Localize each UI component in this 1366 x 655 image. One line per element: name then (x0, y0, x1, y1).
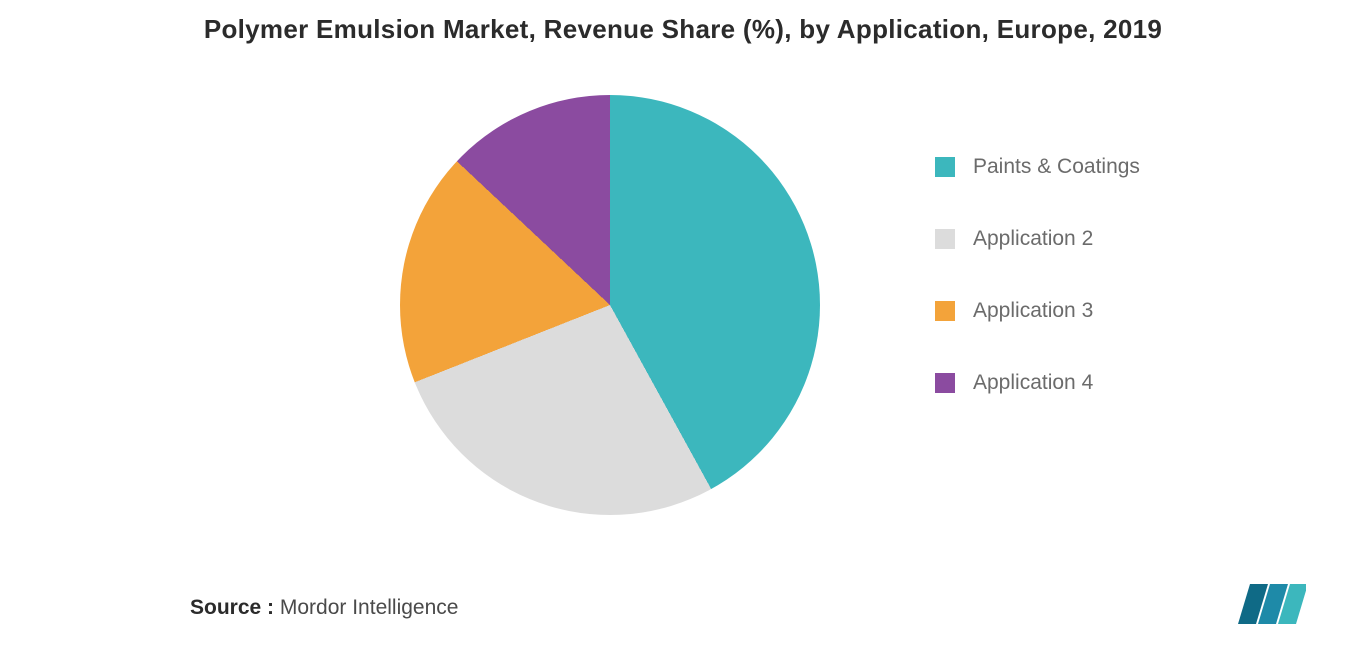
legend-item: Application 2 (935, 227, 1140, 251)
legend-label: Paints & Coatings (973, 155, 1140, 179)
legend-swatch (935, 373, 955, 393)
source-value: Mordor Intelligence (280, 596, 459, 619)
legend-label: Application 4 (973, 371, 1093, 395)
legend-swatch (935, 301, 955, 321)
legend-swatch (935, 229, 955, 249)
legend-label: Application 2 (973, 227, 1093, 251)
pie-graphic (400, 95, 820, 515)
source-line: Source : Mordor Intelligence (190, 596, 458, 620)
legend-item: Application 4 (935, 371, 1140, 395)
brand-logo-svg (1236, 581, 1306, 627)
pie-chart (400, 95, 820, 515)
legend-item: Application 3 (935, 299, 1140, 323)
legend-swatch (935, 157, 955, 177)
legend-label: Application 3 (973, 299, 1093, 323)
legend: Paints & Coatings Application 2 Applicatio… (935, 155, 1140, 443)
chart-title: Polymer Emulsion Market, Revenue Share (… (0, 14, 1366, 45)
source-label: Source : (190, 596, 274, 619)
brand-logo (1236, 581, 1306, 627)
legend-item: Paints & Coatings (935, 155, 1140, 179)
